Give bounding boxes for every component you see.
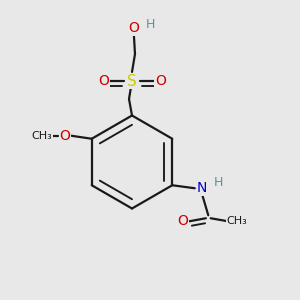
Text: O: O	[155, 74, 166, 88]
Text: O: O	[177, 214, 188, 228]
Text: CH₃: CH₃	[226, 216, 247, 226]
Text: S: S	[127, 74, 137, 88]
Text: O: O	[128, 22, 139, 35]
Text: N: N	[197, 181, 208, 195]
Text: O: O	[59, 129, 70, 143]
Text: O: O	[98, 74, 109, 88]
Text: H: H	[145, 17, 155, 31]
Text: H: H	[214, 176, 224, 189]
Text: CH₃: CH₃	[32, 131, 52, 141]
